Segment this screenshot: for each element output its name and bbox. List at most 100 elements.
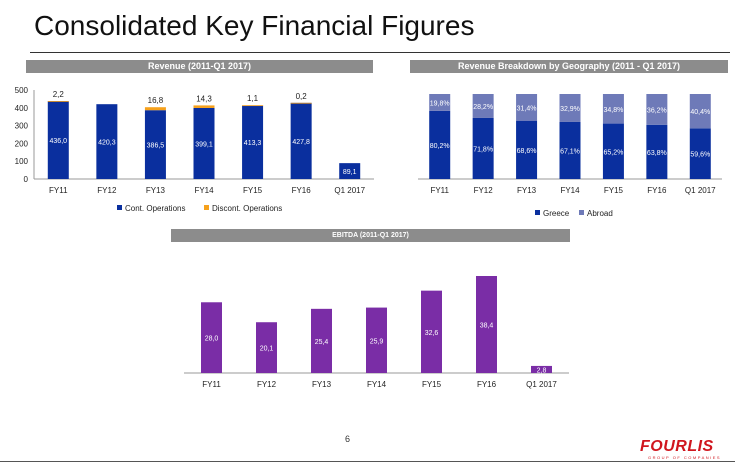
revenue-value-label: 427,8 [292,139,310,146]
discont-value-label: 2,2 [53,90,65,99]
x-tick-label: FY14 [194,186,214,195]
abroad-bar [646,94,668,125]
y-tick-label: 400 [15,104,29,113]
abroad-value-label: 34,8% [603,107,623,114]
legend-label-greece: Greece [543,209,570,218]
abroad-value-label: 40,4% [690,109,710,116]
y-tick-label: 0 [24,175,29,184]
x-tick-label: FY15 [604,186,624,195]
abroad-bar [516,94,538,121]
abroad-value-label: 32,9% [560,106,580,113]
revenue-bar-cont [144,110,166,179]
x-tick-label: FY13 [517,186,537,195]
greece-value-label: 71,8% [473,146,493,153]
ebitda-value-label: 28,0 [205,336,219,343]
ebitda-bar [366,307,387,373]
ebitda-bar [531,365,552,373]
revenue-value-label: 413,3 [244,140,262,147]
ebitda-bar [421,290,442,373]
y-tick-label: 100 [15,157,29,166]
revenue-bar-cont [47,101,69,179]
legend-label-abroad: Abroad [587,209,613,218]
title-divider [30,52,730,53]
greece-value-label: 80,2% [430,143,450,150]
revenue-bar-discont [144,107,166,111]
y-tick-label: 300 [15,122,29,131]
geography-chart-title: Revenue Breakdown by Geography (2011 - Q… [410,60,728,73]
x-tick-label: FY13 [312,380,332,389]
x-tick-label: FY16 [292,186,312,195]
x-tick-label: FY11 [202,380,221,389]
revenue-bar-cont [193,107,215,179]
x-tick-label: Q1 2017 [334,186,365,195]
ebitda-value-label: 2,8 [537,367,547,374]
abroad-value-label: 36,2% [647,107,667,114]
x-tick-label: FY12 [97,186,117,195]
legend-swatch-abroad [579,210,584,215]
ebitda-chart-title: EBITDA (2011-Q1 2017) [171,229,570,242]
abroad-bar [689,94,711,129]
y-tick-label: 200 [15,139,29,148]
abroad-value-label: 31,4% [517,105,537,112]
x-tick-label: FY16 [477,380,497,389]
ebitda-bar [256,322,277,373]
revenue-bar-cont [290,102,312,179]
page-number: 6 [345,434,351,444]
greece-bar [472,117,494,179]
discont-value-label: 14,3 [196,94,212,103]
revenue-bar-discont [242,105,264,107]
abroad-bar [559,94,581,122]
legend-swatch-cont [117,205,122,210]
greece-bar [516,120,538,179]
x-tick-label: FY15 [422,380,442,389]
revenue-bar-cont [339,163,361,179]
revenue-value-label: 399,1 [195,141,213,148]
x-tick-label: FY11 [49,186,68,195]
revenue-bar-discont [193,105,215,108]
discont-value-label: 16,8 [148,96,164,105]
ebitda-bar [311,308,332,373]
x-tick-label: FY16 [647,186,667,195]
legend-swatch-discont [204,205,209,210]
abroad-value-label: 19,8% [430,100,450,107]
ebitda-value-label: 38,4 [480,323,494,330]
x-tick-label: FY14 [560,186,580,195]
revenue-value-label: 436,0 [50,138,68,145]
revenue-bar-discont [47,101,69,102]
x-tick-label: FY15 [243,186,263,195]
x-tick-label: FY14 [367,380,387,389]
greece-bar [689,128,711,179]
ebitda-value-label: 25,9 [370,338,384,345]
legend-label-cont: Cont. Operations [125,204,185,213]
discont-value-label: 0,2 [296,92,308,101]
ebitda-value-label: 25,4 [315,339,329,346]
abroad-bar [429,94,451,111]
y-tick-label: 500 [15,86,29,95]
x-tick-label: Q1 2017 [685,186,716,195]
greece-bar [602,123,624,179]
x-tick-label: FY11 [430,186,449,195]
revenue-value-label: 89,1 [343,169,357,176]
page-title: Consolidated Key Financial Figures [34,10,475,41]
revenue-bar-cont [242,105,264,179]
revenue-bar-cont [96,104,118,179]
ebitda-bar [476,276,497,373]
greece-bar [429,110,451,179]
fourlis-logo-subtext: GROUP OF COMPANIES [648,455,722,460]
revenue-chart-title: Revenue (2011-Q1 2017) [26,60,373,73]
abroad-bar [472,94,494,118]
x-tick-label: FY13 [146,186,166,195]
legend-swatch-greece [535,210,540,215]
abroad-value-label: 28,2% [473,104,493,111]
footer-divider [0,461,735,462]
greece-value-label: 68,6% [517,148,537,155]
x-tick-label: FY12 [474,186,494,195]
ebitda-value-label: 32,6 [425,330,439,337]
fourlis-logo: FOURLIS [640,438,714,455]
greece-value-label: 59,6% [690,152,710,159]
ebitda-value-label: 20,1 [260,346,274,353]
greece-bar [559,121,581,179]
